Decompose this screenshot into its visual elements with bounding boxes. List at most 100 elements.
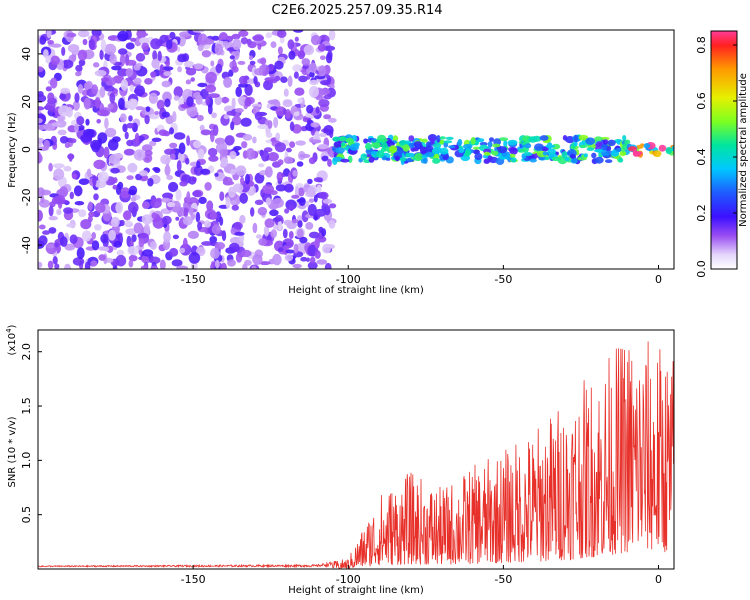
heatmap-cell: [104, 117, 109, 130]
heatmap-cell: [140, 265, 148, 269]
heatmap-cell: [240, 37, 248, 45]
heatmap-cell: [340, 158, 350, 163]
heatmap-cell: [156, 99, 165, 110]
heatmap-cell: [277, 220, 283, 231]
heatmap-cell: [240, 176, 245, 185]
snr-chart: -150 -100 -50 0 0.5 1.0 1.5 2.0 Height of stra…: [5, 324, 675, 596]
heatmap-cell: [534, 143, 544, 151]
heatmap-cell: [154, 111, 160, 115]
heatmap-cell: [292, 64, 302, 72]
heatmap-cell: [260, 150, 270, 162]
heatmap-cell: [583, 153, 588, 158]
heatmap-cell: [393, 151, 403, 157]
heatmap-cell: [379, 138, 388, 143]
colorbar-tick-label: 0.8: [695, 36, 708, 54]
heatmap-cell: [421, 138, 428, 143]
heatmap-cell: [214, 43, 223, 56]
heatmap-cell: [211, 112, 218, 119]
heatmap-cell: [208, 155, 219, 162]
heatmap-cell: [78, 209, 87, 218]
snr-multiplier: (x104): [5, 324, 18, 355]
snr-x-ticks: -150 -100 -50 0: [181, 565, 662, 586]
heatmap-cell: [172, 111, 177, 123]
heatmap-cell: [231, 204, 239, 211]
heatmap-cell: [432, 143, 442, 149]
heatmap-cell: [239, 192, 248, 204]
heatmap-cell: [510, 157, 517, 163]
heatmap-cell: [74, 201, 85, 206]
heatmap-cell: [319, 55, 326, 60]
heatmap-cell: [284, 254, 294, 262]
heatmap-cell: [141, 214, 153, 225]
heatmap-cell: [299, 236, 308, 244]
heatmap-cell: [196, 160, 201, 169]
snr-x-label: Height of straight line (km): [288, 585, 424, 596]
heatmap-cell: [432, 158, 441, 164]
heatmap-cell: [309, 71, 315, 78]
heatmap-cell: [265, 32, 272, 39]
heatmap-cell: [265, 166, 273, 178]
heatmap-cell: [116, 249, 125, 256]
heatmap-cell: [251, 265, 257, 269]
heatmap-cell: [66, 106, 73, 118]
heatmap-cell: [294, 36, 299, 42]
heatmap-cell: [489, 137, 494, 142]
heatmap-cell: [149, 241, 157, 250]
heatmap-cell: [110, 216, 120, 228]
heatmap-cell: [594, 136, 603, 142]
heatmap-cell: [123, 148, 135, 156]
heatmap-cell: [149, 140, 157, 147]
heatmap-cell: [66, 223, 76, 228]
heatmap-cell: [473, 146, 481, 150]
heatmap-cell: [317, 143, 329, 150]
heatmap-cell: [110, 167, 120, 174]
heatmap-cell: [252, 35, 264, 41]
heatmap-cell: [124, 131, 129, 140]
heatmap-cell: [87, 215, 93, 223]
heatmap-cell: [111, 65, 122, 71]
heatmap-cell: [53, 168, 65, 180]
heatmap-cell: [69, 138, 77, 144]
heatmap-cell: [545, 144, 556, 148]
heatmap-cell: [171, 259, 183, 267]
heatmap-cell: [388, 145, 398, 154]
snr-frame: [37, 329, 675, 570]
heatmap-cell: [288, 50, 296, 60]
heatmap-cell: [83, 97, 91, 110]
heatmap-cell: [115, 201, 124, 214]
heatmap-cell: [195, 94, 203, 105]
heatmap-cell: [48, 205, 54, 217]
heatmap-cell: [293, 111, 300, 117]
heatmap-cell: [209, 236, 218, 243]
heatmap-cell: [196, 114, 204, 122]
heatmap-cell: [135, 52, 146, 62]
heatmap-cell: [109, 92, 116, 104]
heatmap-cell: [57, 114, 66, 122]
heatmap-cell: [318, 88, 330, 95]
heatmap-cell: [318, 65, 327, 77]
heatmap-cell: [230, 200, 237, 206]
heatmap-cell: [573, 134, 578, 143]
heatmap-cell: [264, 218, 275, 228]
heatmap-cell: [483, 151, 491, 156]
heatmap-cell: [310, 139, 322, 144]
heatmap-cell: [103, 246, 110, 252]
heatmap-cell: [594, 149, 604, 153]
heatmap-cell: [120, 187, 131, 199]
heatmap-cell: [201, 50, 212, 58]
heatmap-cell: [47, 40, 55, 45]
heatmap-cell: [38, 118, 43, 124]
heatmap-cell: [226, 110, 236, 116]
heatmap-cell: [192, 30, 205, 33]
heatmap-cell: [292, 170, 298, 177]
heatmap-cell: [213, 124, 219, 136]
spectrogram-x-label: Height of straight line (km): [288, 285, 424, 296]
heatmap-cell: [169, 153, 176, 160]
heatmap-cell: [45, 243, 56, 249]
heatmap-cell: [239, 214, 246, 224]
heatmap-cell: [38, 66, 44, 73]
heatmap-cell: [310, 34, 321, 46]
heatmap-cell: [240, 117, 252, 127]
heatmap-cell: [86, 168, 92, 178]
heatmap-cell: [189, 111, 199, 116]
